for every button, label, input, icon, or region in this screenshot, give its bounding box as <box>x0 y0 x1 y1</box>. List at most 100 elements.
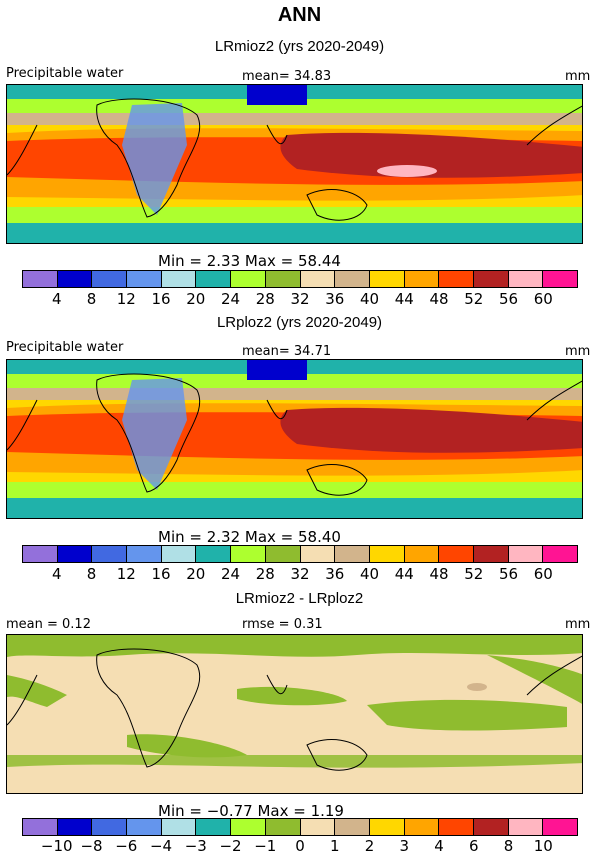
colorbar-tick: 8 <box>503 837 514 855</box>
colorbar-tick: 32 <box>290 290 310 308</box>
colorbar-cell <box>92 271 128 287</box>
colorbar-cell <box>404 271 440 287</box>
panel-1-mean-label: mean= 34.83 <box>242 69 332 84</box>
panel-2-variable-label: Precipitable water <box>6 340 124 355</box>
panel-1-subtitle: LRmioz2 (yrs 2020-2049) <box>214 38 385 55</box>
colorbar-cell <box>265 271 301 287</box>
colorbar-cell <box>127 546 162 562</box>
colorbar-cell <box>473 546 509 562</box>
colorbar-cell <box>404 546 440 562</box>
colorbar-cell <box>231 271 266 287</box>
colorbar-tick: 20 <box>186 565 206 583</box>
colorbar-tick: 44 <box>394 565 414 583</box>
colorbar-tick: −3 <box>184 837 207 855</box>
colorbar-tick: 0 <box>295 837 305 855</box>
colorbar-tick: 12 <box>116 290 136 308</box>
colorbar-cell <box>369 546 405 562</box>
colorbar-cell <box>57 271 93 287</box>
colorbar-cell <box>196 546 232 562</box>
panel-3-map <box>6 634 583 794</box>
colorbar-cell <box>369 271 405 287</box>
colorbar-tick: 4 <box>51 290 62 308</box>
colorbar-tick: 48 <box>429 290 449 308</box>
colorbar-cell <box>439 271 474 287</box>
colorbar-cell <box>404 819 440 835</box>
colorbar-cell <box>196 819 232 835</box>
colorbar-tick: 8 <box>86 565 97 583</box>
colorbar-tick: 60 <box>533 290 553 308</box>
colorbar-tick: −8 <box>80 837 103 855</box>
colorbar-cell <box>369 819 405 835</box>
colorbar-cell <box>127 271 162 287</box>
panel-2-subtitle: LRploz2 (yrs 2020-2049) <box>216 314 383 331</box>
panel-2-colorbar-ticks: 4 8 12 16 20 24 28 32 36 40 44 48 52 56 … <box>22 565 578 585</box>
panel-3-rmse-label: rmse = 0.31 <box>242 617 323 632</box>
panel-1-units-label: mm <box>565 69 591 84</box>
colorbar-tick: 4 <box>51 565 62 583</box>
colorbar-cell <box>127 819 162 835</box>
colorbar-tick: 52 <box>464 565 484 583</box>
colorbar-cell <box>161 819 197 835</box>
colorbar-tick: 56 <box>498 565 519 583</box>
panel-3-colorbar <box>22 818 578 836</box>
colorbar-tick: 40 <box>359 565 380 583</box>
colorbar-cell <box>473 819 509 835</box>
colorbar-tick: 36 <box>325 565 345 583</box>
colorbar-cell <box>473 271 509 287</box>
colorbar-cell <box>57 546 93 562</box>
panel-3-min-max: Min = −0.77 Max = 1.19 <box>158 802 344 820</box>
colorbar-cell <box>543 819 577 835</box>
colorbar-tick: 20 <box>186 290 206 308</box>
panel-2-map-svg <box>7 360 582 518</box>
colorbar-tick: 52 <box>464 290 484 308</box>
colorbar-cell <box>196 271 232 287</box>
colorbar-tick: 28 <box>255 290 275 308</box>
panel-1-map <box>6 84 583 244</box>
panel-3-subtitle: LRmioz2 - LRploz2 <box>235 590 364 607</box>
colorbar-cell <box>23 271 58 287</box>
colorbar-tick: 4 <box>434 837 444 855</box>
colorbar-tick: 1 <box>329 837 340 855</box>
colorbar-tick: 6 <box>468 837 479 855</box>
colorbar-cell <box>92 819 128 835</box>
colorbar-tick: 10 <box>533 837 553 855</box>
colorbar-cell <box>265 546 301 562</box>
colorbar-tick: −4 <box>149 837 173 855</box>
panel-3-units-label: mm <box>565 617 591 632</box>
colorbar-cell <box>335 271 370 287</box>
colorbar-cell <box>23 546 58 562</box>
colorbar-tick: 3 <box>399 837 410 855</box>
colorbar-tick: 44 <box>394 290 414 308</box>
colorbar-tick: 24 <box>220 290 241 308</box>
colorbar-tick: −10 <box>40 837 73 855</box>
panel-2-colorbar <box>22 545 578 563</box>
colorbar-tick: 8 <box>86 290 97 308</box>
panel-2-mean-label: mean= 34.71 <box>242 344 332 359</box>
colorbar-tick: 40 <box>359 290 380 308</box>
colorbar-tick: 60 <box>533 565 553 583</box>
colorbar-tick: 16 <box>151 565 171 583</box>
panel-2-min-max: Min = 2.32 Max = 58.40 <box>158 528 341 546</box>
colorbar-cell <box>335 546 370 562</box>
colorbar-cell <box>231 546 266 562</box>
colorbar-tick: 16 <box>151 290 171 308</box>
colorbar-tick: −2 <box>219 837 242 855</box>
panel-1-colorbar <box>22 270 578 288</box>
colorbar-cell <box>543 546 577 562</box>
panel-3-colorbar-ticks: −10 −8 −6 −4 −3 −2 −1 0 1 2 3 4 6 8 10 <box>22 837 578 857</box>
colorbar-tick: 56 <box>498 290 519 308</box>
figure-title: ANN <box>277 4 322 26</box>
colorbar-cell <box>439 819 474 835</box>
colorbar-cell <box>92 546 128 562</box>
colorbar-cell <box>161 271 197 287</box>
colorbar-tick: 28 <box>255 565 275 583</box>
colorbar-tick: −6 <box>115 837 138 855</box>
colorbar-cell <box>508 546 544 562</box>
colorbar-tick: 36 <box>325 290 345 308</box>
colorbar-cell <box>300 271 336 287</box>
colorbar-tick: −1 <box>254 837 277 855</box>
panel-1-min-max: Min = 2.33 Max = 58.44 <box>158 252 341 270</box>
colorbar-cell <box>23 819 58 835</box>
colorbar-cell <box>508 819 544 835</box>
colorbar-cell <box>335 819 370 835</box>
